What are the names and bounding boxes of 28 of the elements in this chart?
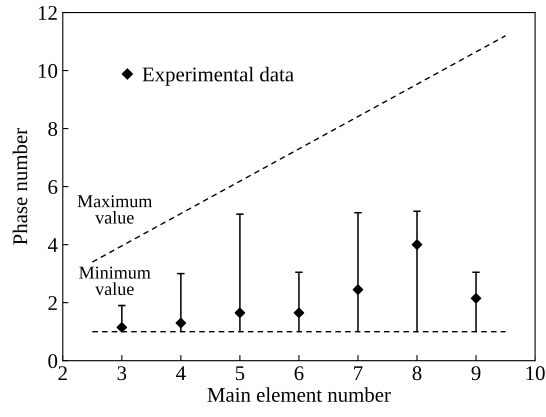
y-tick-label: 0 xyxy=(48,354,58,368)
x-tick-label: 5 xyxy=(236,366,244,380)
point xyxy=(470,293,482,304)
y-axis-title: Phase number xyxy=(12,128,28,245)
y-tick-label: 4 xyxy=(48,238,58,252)
x-tick-label: 3 xyxy=(118,366,126,380)
point xyxy=(176,318,186,328)
annotation: Minimum value xyxy=(79,266,151,296)
x-tick-label: 6 xyxy=(294,366,304,380)
x-tick-label: 8 xyxy=(412,366,422,380)
point xyxy=(116,322,128,333)
x-tick-label: 7 xyxy=(354,366,363,380)
x-tick-label: 4 xyxy=(176,366,186,380)
point xyxy=(234,308,246,318)
x-tick-label: 2 xyxy=(58,366,67,380)
x-axis-title: Main element number xyxy=(208,387,391,402)
y-tick-label: 10 xyxy=(38,64,58,78)
y-tick-label: 2 xyxy=(48,296,57,310)
legend-label: Experimental data xyxy=(142,66,294,86)
x-tick-label: 10 xyxy=(526,366,545,380)
x-tick-label: 9 xyxy=(472,366,480,380)
y-tick-label: 12 xyxy=(38,6,57,20)
annotation: Maximum value xyxy=(78,195,152,224)
y-tick-label: 8 xyxy=(48,122,58,136)
point xyxy=(412,239,422,250)
point xyxy=(294,308,304,318)
y-tick-label: 6 xyxy=(48,180,58,194)
point xyxy=(352,284,364,295)
